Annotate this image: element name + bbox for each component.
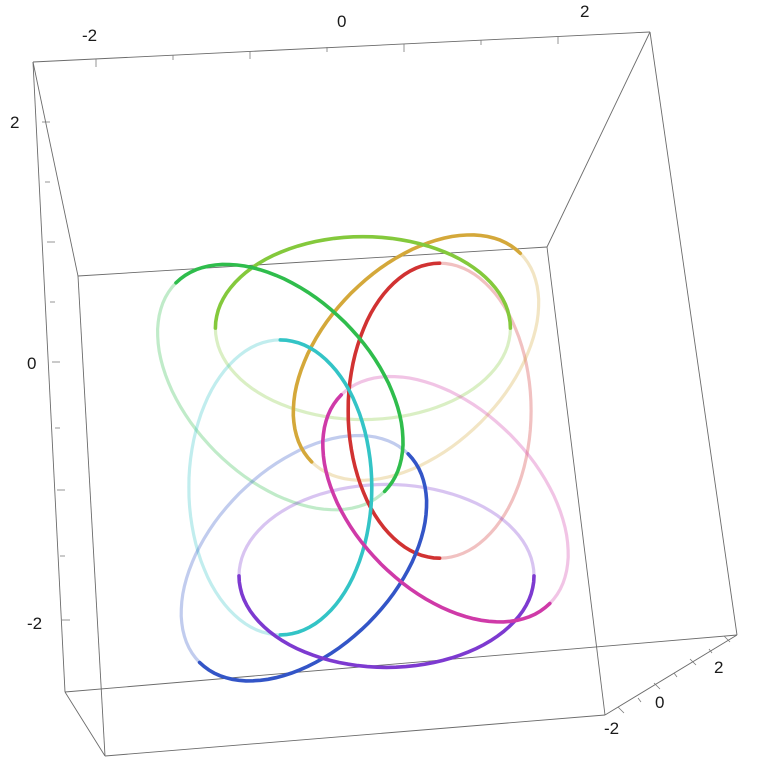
loop-orange-front-arc	[291, 233, 523, 464]
loop-magenta-front-arc	[320, 393, 552, 624]
y-tick-mark	[653, 682, 661, 690]
y-tick-label-max: 2	[714, 658, 723, 677]
y-tick-mark	[708, 648, 713, 654]
tick-marks	[42, 36, 731, 714]
x-tick-label-mid: 0	[337, 12, 346, 31]
y-tick-mark	[723, 635, 731, 643]
box-edge-left-diag	[32, 61, 79, 277]
z-tick-label-top: 2	[10, 113, 19, 132]
loop-yellowgreen-front-arc	[213, 234, 513, 330]
box-edge-left-outer	[32, 61, 66, 693]
y-tick-mark	[673, 672, 678, 678]
loop-red-back-arc	[438, 261, 533, 560]
box-edge-bottom-back	[64, 634, 738, 693]
loop-cyan-front-arc	[278, 338, 374, 637]
loop-green-back-arc	[155, 281, 387, 512]
loop-cyan-back-arc	[187, 338, 282, 637]
x-tick-label-min: -2	[82, 26, 97, 45]
box-edge-top-back	[32, 31, 651, 63]
z-tick-label-bottom: -2	[27, 614, 42, 633]
box-edge-right-diag	[546, 31, 651, 248]
y-tick-label-mid: 0	[655, 693, 664, 712]
box-edge-bottom-left	[64, 691, 106, 757]
y-tick-mark	[689, 658, 697, 666]
loop-magenta-back-arc	[339, 374, 570, 606]
loop-purple-back-arc	[237, 482, 536, 578]
z-tick-label-mid: 0	[27, 354, 36, 373]
y-tick-mark	[617, 706, 625, 714]
box-edge-bottom-right	[604, 634, 738, 716]
box-edge-inner-left	[77, 275, 106, 757]
loop-green-front-arc	[174, 262, 405, 494]
bounding-box	[32, 31, 738, 757]
box-edge-inner-right	[546, 246, 606, 716]
series-loops-front	[174, 233, 552, 683]
loop-blue-back-arc	[179, 433, 410, 665]
series-loops-back	[155, 251, 570, 665]
x-tick-label-max: 2	[580, 2, 589, 21]
box-edge-inner-top	[77, 246, 548, 277]
y-tick-label-min: -2	[604, 719, 619, 738]
y-tick-mark	[637, 697, 642, 703]
tick-labels: -2 0 2 2 0 -2 -2 0 2	[10, 2, 723, 738]
loop-red-front-arc	[346, 261, 442, 560]
loop-orange-back-arc	[310, 251, 541, 482]
box-edge-right-outer	[649, 31, 738, 636]
loop-blue-front-arc	[197, 452, 429, 683]
box-edge-bottom-front	[104, 714, 606, 757]
